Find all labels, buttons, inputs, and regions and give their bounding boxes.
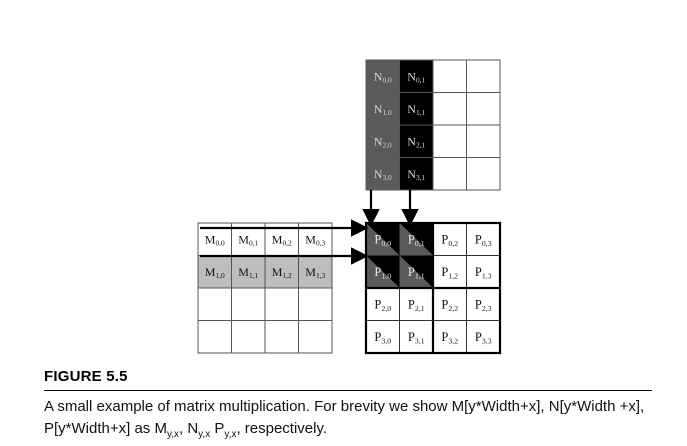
- matrix-p-cell-1-3: [466, 255, 501, 289]
- matrix-p-label-0-0: P0,0: [374, 232, 391, 247]
- matrix-m-cell-2-0: [197, 287, 232, 321]
- caption-text-4: , respectively.: [236, 420, 328, 437]
- matrix-p-label-2-0: P2,0: [374, 297, 391, 312]
- matrix-m-label-1-0: M1,0: [205, 265, 225, 280]
- matrix-m-label-0-3: M0,3: [305, 232, 325, 247]
- matrix-n-cell-2-1: [399, 124, 434, 158]
- matrix-n-label-1-1: N1,1: [407, 102, 425, 117]
- figure-label: FIGURE 5.5: [44, 368, 128, 385]
- matrix-m-cell-1-2: [264, 255, 299, 289]
- matrix-p-label-0-1: P0,1: [408, 232, 425, 247]
- matrix-p-label-2-3: P2,3: [475, 297, 492, 312]
- matrix-n-cell-3-3: [466, 157, 501, 191]
- matrix-multiplication-diagram: N0,0 N0,1N1,0 N1,1N2,0 N2,1N3,0 N3,1 M0,0 M0,…: [197, 59, 502, 355]
- matrix-n-cell-2-3: [466, 124, 501, 158]
- matrix-m-label-1-1: M1,1: [238, 265, 258, 280]
- matrix-n-label-1-0: N1,0: [374, 102, 392, 117]
- matrix-m-cell-3-1: [231, 320, 266, 354]
- matrix-p-triangle-n-1-0: [366, 255, 400, 288]
- matrix-p-label-3-1: P3,1: [408, 330, 425, 345]
- matrix-m: M0,0 M0,1 M0,2 M0,3 M1,0 M1,1 M1,2 M1,3: [197, 222, 333, 354]
- matrix-n-cell-0-3: [466, 59, 501, 93]
- matrix-n-cell-0-0: [365, 59, 400, 93]
- matrix-p-triangle-n-0-1: [399, 223, 433, 256]
- matrix-p-label-2-2: P2,2: [441, 297, 458, 312]
- caption-divider: [44, 390, 652, 391]
- caption-sub-1: y,x: [166, 429, 179, 440]
- matrix-m-cell-3-0: [197, 320, 232, 354]
- matrix-n-cell-1-1: [399, 92, 434, 126]
- matrix-m-cell-2-3: [298, 287, 333, 321]
- matrix-m-label-0-0: M0,0: [205, 232, 225, 247]
- data-flow-arrows: [200, 190, 419, 265]
- matrix-n-label-3-1: N3,1: [407, 167, 425, 182]
- matrix-n-label-0-1: N0,1: [407, 69, 425, 84]
- matrix-p-label-1-0: P1,0: [374, 265, 391, 280]
- matrix-p-label-3-0: P3,0: [374, 330, 391, 345]
- matrix-p-label-3-2: P3,2: [441, 330, 458, 345]
- matrix-n: N0,0 N0,1 N1,0 N1,1 N2,0 N2,1 N3,0 N3,1: [365, 59, 501, 191]
- matrix-p-cell-3-0: [365, 320, 400, 354]
- matrix-n-cell-1-3: [466, 92, 501, 126]
- matrix-n-cell-3-1: [399, 157, 434, 191]
- matrix-m-cell-2-2: [264, 287, 299, 321]
- caption-text-3: P: [210, 420, 225, 437]
- caption-text-2: , N: [179, 420, 199, 437]
- matrix-n-label-2-0: N2,0: [374, 134, 392, 149]
- matrix-n-label-0-0: N0,0: [374, 69, 392, 84]
- matrix-m-cell-1-1: [231, 255, 266, 289]
- matrix-p-label-1-2: P1,2: [441, 265, 458, 280]
- matrix-m-label-1-2: M1,2: [272, 265, 292, 280]
- matrix-p-label-2-1: P2,1: [408, 297, 425, 312]
- matrix-n-cell-3-2: [432, 157, 467, 191]
- matrix-n-label-2-1: N2,1: [407, 134, 425, 149]
- matrix-p-label-1-3: P1,3: [475, 265, 492, 280]
- matrix-p-label-1-1: P1,1: [408, 265, 425, 280]
- matrix-n-cell-2-2: [432, 124, 467, 158]
- matrix-m-cell-2-1: [231, 287, 266, 321]
- matrix-p: P0,0 P0,1 P0,2 P0,3 P1,0 P1,1 P1,2 P1,3 P2,0 P2,1…: [364, 221, 502, 355]
- caption-sub-3: y,x: [224, 429, 237, 440]
- caption-sub-2: y,x: [198, 429, 211, 440]
- matrix-m-label-0-1: M0,1: [238, 232, 258, 247]
- matrix-m-cell-3-2: [264, 320, 299, 354]
- matrix-n-cell-0-2: [432, 59, 467, 93]
- matrix-n-cell-1-2: [432, 92, 467, 126]
- matrix-p-label-3-3: P3,3: [475, 330, 492, 345]
- matrix-p-triangle-n-1-1: [399, 255, 433, 288]
- matrix-p-triangle-n-0-0: [366, 223, 400, 256]
- caption-text-1: A small example of matrix multiplication…: [44, 398, 645, 437]
- matrix-p-label-0-3: P0,3: [475, 232, 492, 247]
- matrix-p-label-0-2: P0,2: [441, 232, 458, 247]
- matrix-m-label-0-2: M0,2: [272, 232, 292, 247]
- matrix-p-cell-0-3: [466, 222, 501, 256]
- matrix-n-label-3-0: N3,0: [374, 167, 392, 182]
- figure-caption: A small example of matrix multiplication…: [44, 396, 654, 446]
- matrix-m-label-1-3: M1,3: [305, 265, 325, 280]
- matrix-m-cell-3-3: [298, 320, 333, 354]
